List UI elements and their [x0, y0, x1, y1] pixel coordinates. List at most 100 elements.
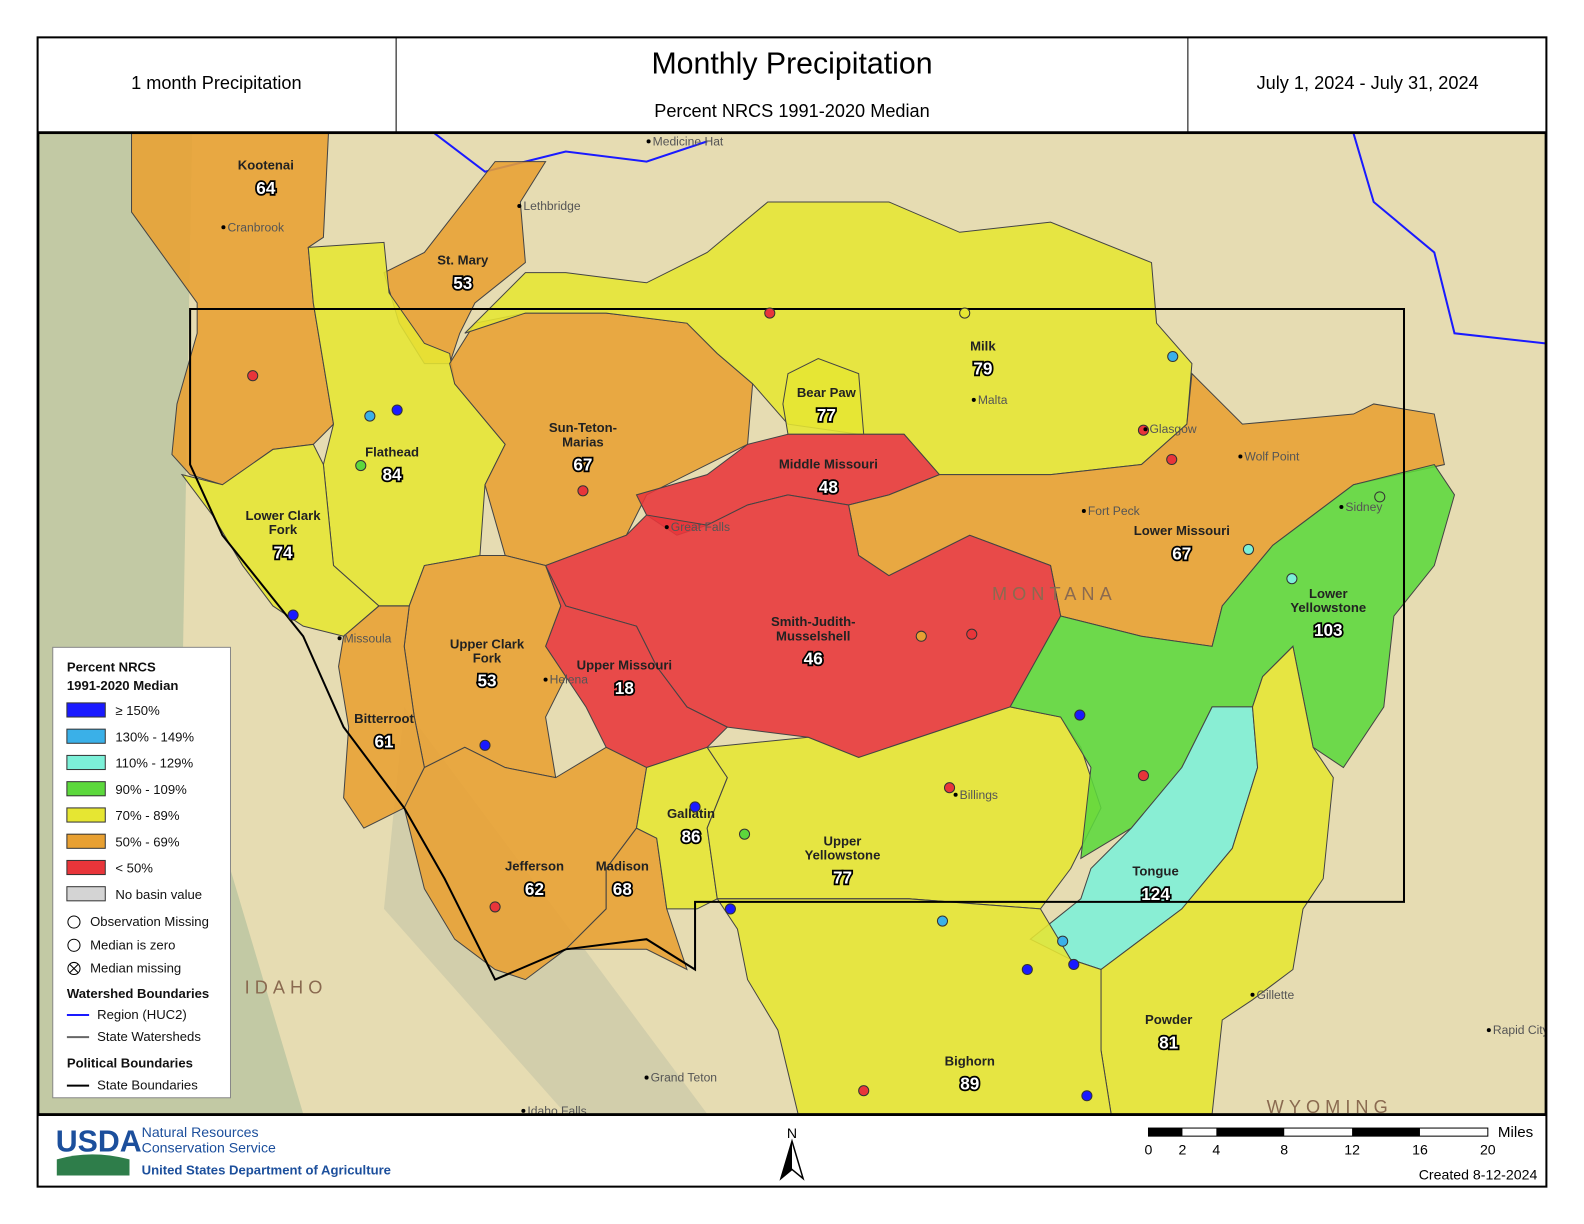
legend-label: 110% - 129% — [115, 756, 193, 771]
basin-value: 67 — [573, 455, 592, 475]
legend-symbol — [69, 964, 79, 973]
north-label: N — [787, 1125, 797, 1141]
place-dot — [644, 1075, 649, 1080]
station — [966, 628, 978, 640]
basin-name: Fork — [269, 522, 298, 537]
station — [364, 410, 376, 422]
basin — [1100, 645, 1334, 1114]
place-label: Grand Teton — [651, 1071, 717, 1085]
usda-logo-mark — [56, 1154, 130, 1176]
org-line: Natural Resources — [142, 1124, 259, 1140]
legend-title: 1991-2020 Median — [67, 678, 178, 693]
basin-name: Musselshell — [776, 628, 850, 643]
place-label: Glasgow — [1150, 422, 1197, 436]
basin-value: 48 — [819, 477, 839, 497]
station — [858, 1085, 870, 1097]
basin-value: 103 — [1314, 620, 1343, 640]
station — [1057, 935, 1069, 947]
basin-name: Powder — [1145, 1012, 1192, 1027]
footer: USDA Natural Resources Conservation Serv… — [56, 1124, 1538, 1182]
map: Kootenai 64 St. Mary 53 Flathead 84 Lower Clar… — [38, 133, 1550, 1118]
station — [1021, 963, 1033, 976]
basin-value: 62 — [525, 879, 544, 899]
page-frame — [36, 36, 1548, 1188]
station — [764, 307, 776, 319]
place-dot — [543, 677, 548, 682]
map-subtitle: Percent NRCS 1991-2020 Median — [654, 101, 930, 121]
place-dot — [953, 792, 958, 797]
basin-value: 79 — [973, 359, 992, 379]
basin — [716, 898, 1112, 1114]
place-label: Missoula — [344, 631, 392, 645]
station — [1081, 1090, 1093, 1102]
station — [689, 801, 701, 813]
place-dot — [221, 225, 226, 230]
legend-swatch — [66, 859, 106, 876]
legend-swatch — [66, 754, 106, 771]
basin-name: Sun-Teton- — [549, 420, 617, 435]
station — [936, 915, 949, 927]
legend-label: 70% - 89% — [115, 808, 179, 823]
org-line: Conservation Service — [142, 1139, 276, 1155]
legend-label: State Watersheds — [97, 1029, 201, 1044]
basin-value: 67 — [1172, 543, 1191, 563]
basin-value: 53 — [477, 671, 496, 691]
basin-name: Lower Clark — [245, 508, 321, 523]
station — [1166, 453, 1178, 466]
place-label: Billings — [960, 788, 998, 802]
place-label: Wolf Point — [1244, 450, 1300, 464]
legend-swatch — [66, 886, 106, 902]
scale-unit: Miles — [1498, 1124, 1534, 1141]
legend-label: No basin value — [115, 887, 202, 902]
place-label: Fort Peck — [1088, 504, 1141, 518]
basin-name: Bear Paw — [797, 385, 857, 400]
place-label: Cranbrook — [227, 220, 284, 234]
place-dot — [971, 397, 976, 402]
station — [479, 739, 491, 751]
scale-label: 0 — [1145, 1141, 1153, 1157]
place-label: Idaho Falls — [527, 1104, 586, 1118]
basin-name: Jefferson — [505, 859, 564, 874]
place-dot — [1486, 1028, 1491, 1033]
place-label: Rapid City — [1493, 1023, 1550, 1037]
basin-name: Lower Missouri — [1134, 523, 1230, 538]
place-label: Gillette — [1257, 988, 1295, 1002]
basin-name: Flathead — [365, 444, 419, 459]
place-label: Malta — [978, 393, 1008, 407]
station — [1068, 958, 1080, 971]
basin-value: 64 — [256, 178, 276, 198]
station — [247, 370, 259, 382]
place-label: Sidney — [1345, 500, 1383, 514]
station — [1242, 543, 1255, 555]
station — [915, 630, 927, 642]
legend-label: 90% - 109% — [115, 782, 187, 797]
legend-swatch — [66, 781, 106, 797]
basin-name: Fork — [473, 650, 502, 665]
legend-label: Median is zero — [90, 937, 175, 952]
legend-swatch — [66, 807, 106, 823]
place-dot — [1238, 454, 1243, 459]
basins: Kootenai 64 St. Mary 53 Flathead 84 Lower Clar… — [131, 133, 1456, 1114]
basin-name: Marias — [562, 434, 604, 449]
place-dot — [1339, 504, 1344, 509]
legend-label: State Boundaries — [97, 1078, 198, 1093]
legend-label: 50% - 69% — [115, 834, 179, 849]
place-dot — [337, 636, 342, 641]
place-label: MONTANA — [992, 584, 1117, 604]
station — [738, 828, 751, 840]
place-dot — [646, 139, 651, 144]
station — [355, 460, 367, 472]
date-range: July 1, 2024 - July 31, 2024 — [1257, 73, 1479, 93]
station — [287, 609, 299, 621]
basin-value: 61 — [374, 731, 394, 751]
basin-name: Bitterroot — [354, 711, 414, 726]
legend-label: Region (HUC2) — [97, 1007, 187, 1022]
legend-swatch — [66, 833, 106, 849]
place-label: Medicine Hat — [653, 134, 724, 148]
map-title: Monthly Precipitation — [651, 48, 932, 81]
stations — [247, 307, 1386, 1102]
north-arrow — [780, 1141, 792, 1179]
place-dot — [664, 525, 669, 530]
basin-value: 84 — [383, 465, 403, 485]
